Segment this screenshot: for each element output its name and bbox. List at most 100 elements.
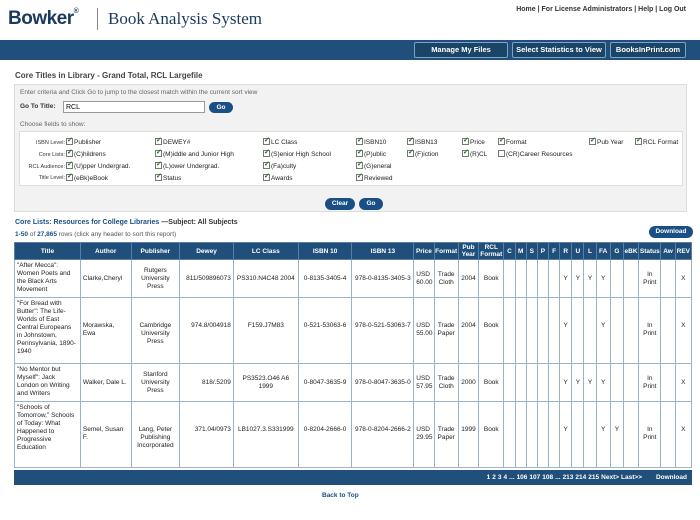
field-checkbox[interactable]: RCL Format: [635, 136, 678, 146]
checkbox-icon[interactable]: [263, 148, 270, 157]
column-header[interactable]: G: [609, 242, 624, 260]
column-header[interactable]: Author: [79, 242, 132, 260]
checkbox-icon[interactable]: [263, 172, 270, 181]
pager-link[interactable]: Next>: [601, 474, 620, 481]
checkbox-icon[interactable]: [635, 136, 642, 145]
column-header[interactable]: FA: [595, 242, 611, 260]
column-header[interactable]: R: [559, 242, 573, 260]
bowker-logo[interactable]: Bowker®: [8, 8, 79, 30]
field-checkbox[interactable]: (U)pper Undergrad.: [66, 160, 130, 170]
clear-button[interactable]: Clear: [325, 198, 355, 210]
column-header[interactable]: ISBN 10: [297, 242, 353, 260]
license-admin-link[interactable]: For License Administrators: [541, 6, 633, 13]
field-checkbox[interactable]: Format: [498, 136, 527, 146]
field-checkbox[interactable]: (C)hildrens: [66, 148, 106, 158]
column-header[interactable]: Dewey: [179, 242, 234, 260]
column-header[interactable]: ISBN 13: [351, 242, 415, 260]
pager-link[interactable]: 2: [492, 474, 496, 481]
field-checkbox[interactable]: Publisher: [66, 136, 101, 146]
checkbox-icon[interactable]: [155, 172, 162, 181]
field-checkbox[interactable]: (M)iddle and Junior High: [155, 148, 234, 158]
column-header[interactable]: C: [503, 242, 516, 260]
checkbox-icon[interactable]: [407, 136, 414, 145]
field-checkbox[interactable]: DEWEY#: [155, 136, 190, 146]
field-checkbox[interactable]: ISBN10: [356, 136, 386, 146]
goto-title-input[interactable]: [63, 101, 205, 113]
checkbox-icon[interactable]: [66, 136, 73, 145]
checkbox-icon[interactable]: [589, 136, 596, 145]
table-row[interactable]: "Schools of Tomorrow," Schools of Today:…: [14, 401, 693, 468]
field-checkbox[interactable]: Status: [155, 172, 181, 182]
field-checkbox[interactable]: LC Class: [263, 136, 297, 146]
field-checkbox[interactable]: (F)iction: [407, 148, 438, 158]
column-header[interactable]: Status: [638, 242, 662, 260]
field-checkbox[interactable]: (R)CL: [462, 148, 487, 158]
pager-link[interactable]: 107: [529, 474, 541, 481]
pager-link[interactable]: 214: [575, 474, 587, 481]
checkbox-icon[interactable]: [263, 136, 270, 145]
select-statistics-button[interactable]: Select Statistics to View: [512, 42, 606, 58]
pager-link[interactable]: 4: [503, 474, 508, 481]
pager-link[interactable]: 215: [588, 474, 600, 481]
back-to-top-link[interactable]: Back to Top: [322, 492, 359, 499]
column-header[interactable]: M: [514, 242, 527, 260]
field-checkbox[interactable]: Awards: [263, 172, 293, 182]
column-header[interactable]: F: [547, 242, 561, 260]
field-checkbox[interactable]: (G)eneral: [356, 160, 391, 170]
column-header[interactable]: Publisher: [130, 242, 181, 260]
pager-link[interactable]: 1: [486, 474, 491, 481]
column-header[interactable]: P: [536, 242, 550, 260]
field-checkbox[interactable]: ISBN13: [407, 136, 437, 146]
column-header[interactable]: LC Class: [232, 242, 299, 260]
logout-link[interactable]: Log Out: [659, 6, 686, 13]
field-checkbox[interactable]: Price: [462, 136, 485, 146]
column-header[interactable]: Aw: [660, 242, 676, 260]
core-list-link[interactable]: Core Lists: Resources for College Librar…: [15, 219, 160, 226]
pager-link[interactable]: Last>>: [621, 474, 642, 481]
pager-link[interactable]: 108: [542, 474, 554, 481]
manage-files-button[interactable]: Manage My Files: [414, 42, 508, 58]
pager-link[interactable]: 106: [516, 474, 528, 481]
table-row[interactable]: "No Mentor but Myself": Jack London on W…: [14, 363, 693, 402]
pager-link[interactable]: 3: [497, 474, 502, 481]
checkbox-icon[interactable]: [155, 160, 162, 169]
column-header[interactable]: Title: [14, 242, 81, 260]
checkbox-icon[interactable]: [462, 148, 469, 157]
field-checkbox[interactable]: (Fa)culty: [263, 160, 296, 170]
pager-download-link[interactable]: Download: [655, 474, 687, 481]
checkbox-icon[interactable]: [155, 148, 162, 157]
column-header[interactable]: Pub Year: [457, 242, 480, 260]
cell-title[interactable]: "After Mecca": Women Poets and the Black…: [14, 259, 81, 298]
column-header[interactable]: S: [525, 242, 538, 260]
field-checkbox[interactable]: Pub Year: [589, 136, 623, 146]
table-row[interactable]: "For Bread with Butter": The Life-Worlds…: [14, 297, 693, 364]
help-link[interactable]: Help: [638, 6, 654, 13]
cell-title[interactable]: "For Bread with Butter": The Life-Worlds…: [14, 297, 81, 364]
goto-go-button[interactable]: Go: [209, 102, 233, 113]
home-link[interactable]: Home: [516, 6, 536, 13]
column-header[interactable]: L: [583, 242, 597, 260]
cell-title[interactable]: "No Mentor but Myself": Jack London on W…: [14, 363, 81, 402]
checkbox-icon[interactable]: [66, 172, 73, 181]
field-checkbox[interactable]: Reviewed: [356, 172, 393, 182]
column-header[interactable]: Price: [413, 242, 435, 260]
checkbox-icon[interactable]: [66, 160, 73, 169]
checkbox-icon[interactable]: [498, 150, 505, 157]
checkbox-icon[interactable]: [263, 160, 270, 169]
checkbox-icon[interactable]: [498, 136, 505, 145]
table-row[interactable]: "After Mecca": Women Poets and the Black…: [14, 259, 693, 298]
field-checkbox[interactable]: (eBk)eBook: [66, 172, 108, 182]
checkbox-icon[interactable]: [462, 136, 469, 145]
column-header[interactable]: REV: [674, 242, 693, 260]
checkbox-icon[interactable]: [407, 148, 414, 157]
field-checkbox[interactable]: (P)ublic: [356, 148, 386, 158]
pager-link[interactable]: 213: [562, 474, 574, 481]
checkbox-icon[interactable]: [356, 136, 363, 145]
column-header[interactable]: Format: [433, 242, 459, 260]
column-header[interactable]: eBK: [622, 242, 640, 260]
checkbox-icon[interactable]: [155, 136, 162, 145]
column-header[interactable]: U: [571, 242, 585, 260]
checkbox-icon[interactable]: [66, 148, 73, 157]
download-button[interactable]: Download: [649, 226, 693, 238]
cell-title[interactable]: "Schools of Tomorrow," Schools of Today:…: [14, 401, 81, 468]
